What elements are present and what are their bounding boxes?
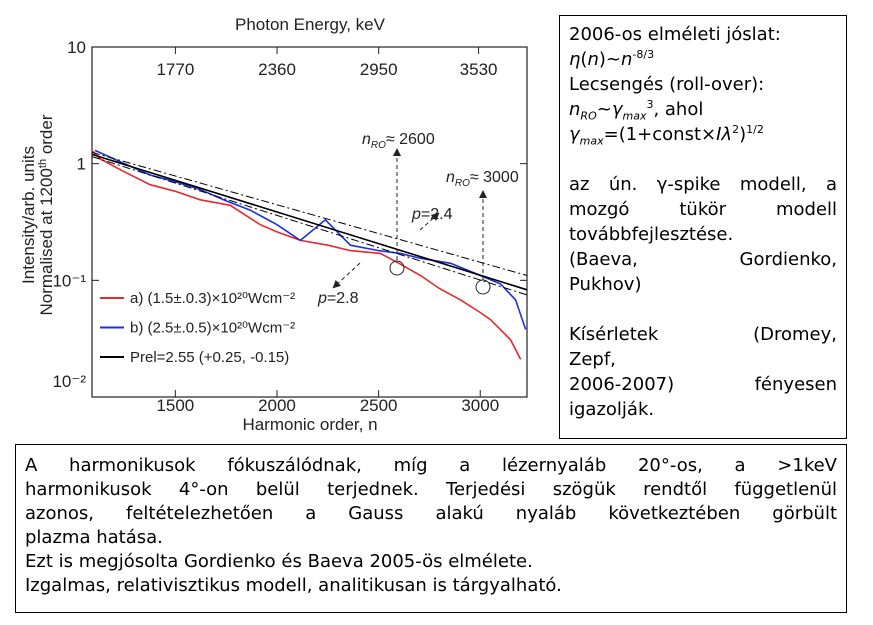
text: )~: [598, 49, 621, 70]
y-axis-label: Intensity/arb. units: [19, 146, 38, 284]
text-line: Pukhov): [569, 272, 837, 297]
text: RO: [580, 109, 597, 123]
text: (: [580, 49, 588, 70]
text-line: Kísérletek (Dromey,: [569, 322, 837, 347]
annotation-part: p: [317, 290, 327, 307]
text: Lecsengés (roll-over):: [569, 74, 765, 95]
text: , ahol: [653, 99, 704, 120]
text-line: az ún. γ-spike modell, a: [569, 172, 837, 197]
text-line: 2006-os elméleti jóslat:: [569, 22, 837, 47]
text: 1/2: [746, 123, 764, 136]
text: az ún. γ-spike modell, a: [569, 174, 837, 195]
text: 2006-os elméleti jóslat:: [569, 24, 781, 45]
text: n: [587, 49, 599, 70]
text: igazolják.: [569, 399, 655, 420]
text: Kísérletek (Dromey,: [569, 324, 837, 345]
annotation-part: ≈ 2600: [386, 131, 435, 148]
y-axis-label-2: Normalised at 1200th order: [37, 114, 56, 315]
text-line: Lecsengés (roll-over):: [569, 72, 837, 97]
arrow: [332, 262, 361, 289]
text-line: azonos, feltételezhetően a Gauss alakú n…: [25, 503, 837, 524]
legend-label: a) (1.5±.0.3)×10²⁰Wcm⁻²: [130, 290, 295, 307]
text: Iλ: [716, 124, 733, 145]
text: ~: [596, 99, 612, 120]
text: η: [569, 49, 581, 70]
text-line: Zepf,: [569, 347, 837, 372]
y-label-part: Normalised at 1200: [37, 168, 56, 315]
chart: Photon Energy, keV Harmonic order, n Int…: [19, 15, 528, 434]
text-line: Izgalmas, relativisztikus modell, analit…: [25, 575, 562, 596]
text-line: mozgó tükör modell: [569, 197, 837, 222]
text: 3: [646, 98, 654, 111]
series-line: [91, 149, 522, 360]
x-tick-label: 2000: [258, 396, 296, 415]
top-axis-label: Photon Energy, keV: [235, 15, 386, 34]
annotation-part: RO: [455, 178, 470, 189]
text-line: nRO~γmax3, ahol: [569, 97, 837, 122]
text-line: harmonikusok 4°-on belül terjednek. Terj…: [25, 479, 837, 500]
annotation-part: =2.4: [421, 206, 453, 223]
text-line: γmax=(1+const×Iλ2)1/2: [569, 122, 837, 147]
bottom-box: A harmonikusok fókuszálódnak, míg a léze…: [15, 444, 847, 613]
text-line: plazma hatása.: [25, 527, 163, 548]
x-tick-label: 2500: [360, 396, 398, 415]
annotation-part: RO: [371, 140, 386, 151]
text: -8/3: [632, 48, 655, 61]
text: 2006-2007) fényesen: [569, 374, 837, 395]
text-line: továbbfejlesztése.: [569, 222, 837, 247]
text: n: [620, 49, 633, 70]
annotation-part: ≈ 3000: [470, 169, 519, 186]
y-tick-label: 10⁻²: [52, 372, 86, 391]
y-label-part: th: [37, 159, 49, 168]
y-tick-label: 10: [67, 38, 86, 57]
x-tick-label: 1500: [156, 396, 194, 415]
annotation-part: n: [362, 131, 371, 148]
text: γ: [611, 99, 623, 120]
x2-tick-label: 2360: [258, 60, 296, 79]
x2-tick-label: 2950: [360, 60, 398, 79]
series-line: [91, 153, 528, 291]
text: Pukhov): [569, 274, 642, 295]
text-line: η(n)~n-8/3: [569, 47, 837, 72]
text-line: Ezt is megjósolta Gordienko és Baeva 200…: [25, 551, 533, 572]
text: Zepf,: [569, 349, 616, 370]
text: =(1+const×: [603, 124, 717, 145]
text-line: igazolják.: [569, 397, 837, 422]
x2-tick-label: 3530: [460, 60, 498, 79]
x-axis-label: Harmonic order, n: [242, 415, 377, 434]
text: n: [569, 99, 581, 120]
annotation: nRO≈ 3000: [446, 169, 519, 189]
annotation-part: p: [411, 206, 421, 223]
text: továbbfejlesztése.: [569, 224, 734, 245]
y-label-part: order: [37, 114, 56, 159]
text: max: [622, 109, 647, 123]
text: γ: [569, 124, 580, 145]
fit-line: [91, 151, 528, 276]
x2-tick-label: 1770: [156, 60, 194, 79]
y-tick-label: 10⁻¹: [52, 271, 86, 290]
marker-circle: [389, 260, 405, 276]
text-line: (Baeva, Gordienko,: [569, 247, 837, 272]
annotation-part: n: [446, 169, 455, 186]
fit-line: [91, 156, 528, 296]
marker-circle: [475, 279, 491, 295]
text: (Baeva, Gordienko,: [569, 249, 837, 270]
plot-frame: [91, 46, 528, 398]
side-box: 2006-os elméleti jóslat: η(n)~n-8/3 Lecs…: [559, 15, 847, 439]
text: ): [739, 124, 747, 145]
annotation-part: =2.8: [327, 290, 359, 307]
text: max: [579, 134, 604, 148]
annotation: p=2.4: [411, 206, 453, 223]
annotation: p=2.8: [317, 290, 359, 307]
legend-label: Prel=2.55 (+0.25, -0.15): [130, 349, 289, 366]
text-line: 2006-2007) fényesen: [569, 372, 837, 397]
x-tick-label: 3000: [461, 396, 499, 415]
legend-label: b) (2.5±.0.5)×10²⁰Wcm⁻²: [130, 320, 295, 337]
y-tick-label: 1: [77, 155, 86, 174]
text-line: A harmonikusok fókuszálódnak, míg a léze…: [25, 455, 837, 476]
text: 2: [732, 123, 740, 136]
text: mozgó tükör modell: [569, 199, 837, 220]
annotation: nRO≈ 2600: [362, 131, 435, 151]
